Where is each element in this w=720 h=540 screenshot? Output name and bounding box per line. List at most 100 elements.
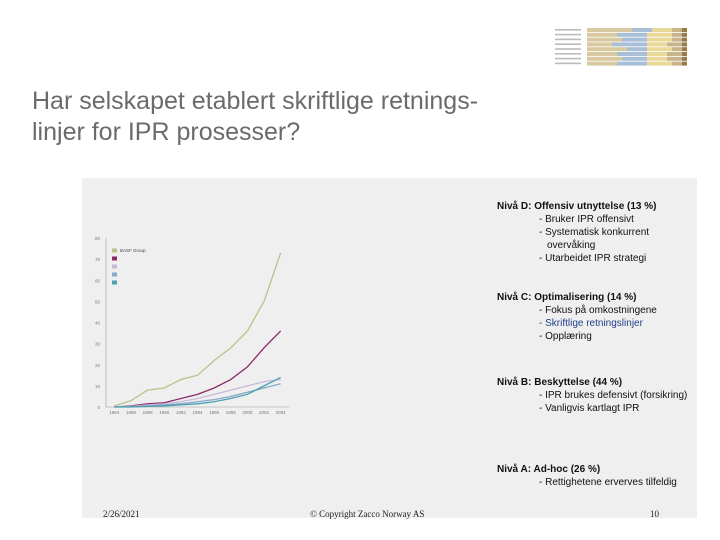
x-tick-label: 2002 <box>259 410 270 415</box>
thumbnail-row-label <box>555 53 581 55</box>
thumbnail-bar-segment <box>587 42 612 47</box>
legend-swatch <box>112 256 117 261</box>
x-tick-label: 1988 <box>143 410 154 415</box>
patent-line-chart: 0 10 20 30 40 50 60 70 80 1984 1986 1988 1990 1992 199… <box>95 236 289 415</box>
slide-title: Har selskapet etablert skriftlige retnin… <box>32 86 592 148</box>
slide-title-line1: Har selskapet etablert skriftlige retnin… <box>32 87 479 115</box>
thumbnail-bar-segment <box>672 47 682 52</box>
thumbnail-bar-segment <box>587 28 632 32</box>
thumbnail-bar-segment <box>672 61 682 66</box>
legend-swatch <box>112 272 117 277</box>
thumbnail-bar-segment <box>682 32 687 37</box>
level-item: - Vanligvis kartlagt IPR <box>539 403 640 414</box>
level-item: - Bruker IPR offensivt <box>539 214 634 225</box>
level-heading: Nivå C: Optimalisering (14 %) <box>497 292 637 303</box>
thumbnail-bar-segment <box>647 42 667 47</box>
thumbnail-bar-segment <box>682 52 687 56</box>
legend-label: BASF Group <box>120 248 146 253</box>
thumbnail-bar-segment <box>672 32 682 37</box>
y-tick-label: 30 <box>95 342 101 347</box>
thumbnail-row-label <box>555 29 581 31</box>
thumbnail-bar-segment <box>647 32 672 37</box>
thumbnail-bar-segment <box>647 61 672 66</box>
chart-series <box>114 252 282 408</box>
thumbnail-bar-segment <box>672 37 682 42</box>
thumbnail-bar-segment <box>682 42 687 47</box>
y-tick-label: 40 <box>95 321 101 326</box>
thumbnail-row-label <box>555 48 581 50</box>
y-tick-label: 60 <box>95 278 101 283</box>
x-tick-label: 1990 <box>159 410 170 415</box>
chart-axes: 0 10 20 30 40 50 60 70 80 1984 1986 1988 1990 1992 199… <box>95 236 289 415</box>
x-tick-label: 1996 <box>209 410 220 415</box>
thumbnail-bar-segment <box>617 61 647 66</box>
level-d: Nivå D: Offensiv utnyttelse (13 %) - Bru… <box>497 200 720 265</box>
level-heading: Nivå A: Ad-hoc (26 %) <box>497 464 601 475</box>
legend-swatch <box>112 264 117 269</box>
y-tick-label: 0 <box>97 405 100 410</box>
thumbnail-bar-segment <box>622 37 647 42</box>
level-item: - IPR brukes defensivt (forsikring) <box>539 390 688 401</box>
thumbnail-bar-segment <box>612 42 647 47</box>
thumbnail-row-label <box>555 38 581 41</box>
legend-swatch <box>112 248 117 253</box>
slide-title-line2: linjer for IPR prosesser? <box>32 118 301 146</box>
thumbnail-bar-segment <box>587 47 627 52</box>
level-item: - Fokus på omkostningene <box>539 305 657 316</box>
thumbnail-bar-segment <box>682 61 687 66</box>
thumbnail-bar-segment <box>587 56 622 61</box>
level-c: Nivå C: Optimalisering (14 %) - Fokus på… <box>497 291 720 343</box>
thumbnail-bar-segment <box>682 56 687 61</box>
thumbnail-bar-segment <box>682 47 687 52</box>
level-item: - Utarbeidet IPR strategi <box>539 253 647 264</box>
thumbnail-row-label <box>555 43 581 45</box>
thumbnail-bar-segment <box>682 37 687 42</box>
content-panel: Nivå D: Offensiv utnyttelse (13 %) - Bru… <box>82 178 697 518</box>
series-line <box>114 378 281 408</box>
x-tick-label: 2000 <box>242 410 253 415</box>
thumbnail-bar-segment <box>647 52 667 56</box>
thumbnail-bar-segment <box>622 56 647 61</box>
level-item: - Systematisk konkurrent <box>539 227 650 238</box>
level-item-highlighted: - Skriftlige retningslinjer <box>539 318 643 329</box>
y-tick-label: 20 <box>95 363 101 368</box>
thumbnail-bar-segment <box>587 37 622 42</box>
thumbnail-bar-segment <box>632 28 652 32</box>
thumbnail-row-label <box>555 57 581 60</box>
thumbnail-bar-segment <box>672 28 682 32</box>
thumbnail-bar-segment <box>617 52 647 56</box>
thumbnail-bar-segment <box>647 47 672 52</box>
footer-copyright: © Copyright Zacco Norway AS <box>310 509 425 519</box>
level-item: - Rettighetene erverves tilfeldig <box>539 477 677 488</box>
thumbnail-row-label <box>555 33 581 36</box>
thumbnail-bar-segment <box>587 61 617 66</box>
x-tick-label: 1986 <box>126 410 137 415</box>
y-tick-label: 10 <box>95 384 101 389</box>
chart-legend: BASF Group <box>112 248 146 285</box>
thumbnail-bar-segment <box>587 52 617 56</box>
level-item: overvåking <box>547 240 596 251</box>
x-tick-label: 1994 <box>192 410 203 415</box>
thumbnail-bar-segment <box>647 56 667 61</box>
thumbnail-bar-segment <box>682 28 687 32</box>
y-tick-label: 50 <box>95 299 101 304</box>
x-tick-label: 2004 <box>276 410 287 415</box>
level-heading: Nivå B: Beskyttelse (44 %) <box>497 377 623 388</box>
thumbnail-bar-segment <box>587 32 617 37</box>
series-line <box>114 252 282 407</box>
legend-swatch <box>112 280 117 285</box>
footer-date: 2/26/2021 <box>103 509 140 519</box>
level-heading: Nivå D: Offensiv utnyttelse (13 %) <box>497 201 657 212</box>
x-tick-label: 1998 <box>226 410 237 415</box>
x-tick-label: 1992 <box>176 410 187 415</box>
level-item: - Opplæring <box>539 331 592 342</box>
series-line <box>114 376 281 408</box>
thumbnail-row-label <box>555 62 581 65</box>
stacked-bar-thumbnail <box>555 28 687 66</box>
level-a: Nivå A: Ad-hoc (26 %) - Rettighetene erv… <box>497 463 720 489</box>
thumbnail-bar-segment <box>627 47 647 52</box>
series-line <box>114 330 282 408</box>
thumbnail-bar-segment <box>647 37 672 42</box>
y-tick-label: 70 <box>95 257 101 262</box>
x-tick-label: 1984 <box>109 410 120 415</box>
